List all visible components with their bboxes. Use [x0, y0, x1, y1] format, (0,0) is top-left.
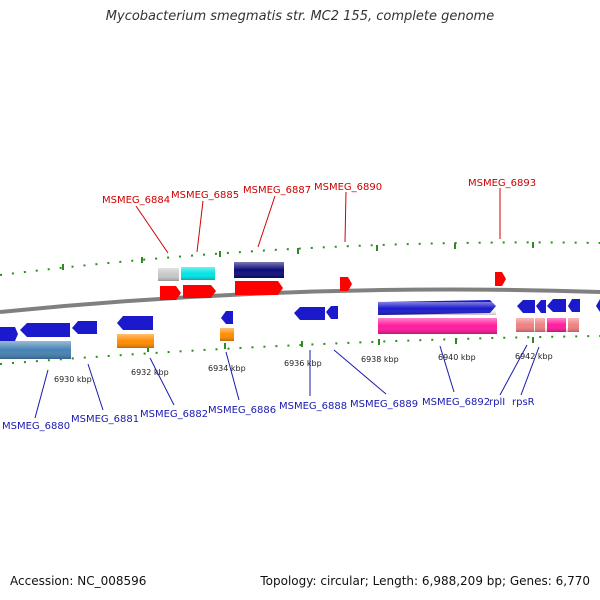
forward-gene-labels: [135, 188, 501, 254]
gene-label-msmeg-6886[interactable]: MSMEG_6886: [208, 405, 276, 416]
gene-label-msmeg-6888[interactable]: MSMEG_6888: [279, 401, 347, 412]
gene-label-msmeg-6890[interactable]: MSMEG_6890: [314, 182, 382, 193]
map-title: Mycobacterium smegmatis str. MC2 155, co…: [105, 9, 495, 24]
gene-label-msmeg-6884[interactable]: MSMEG_6884: [102, 195, 170, 206]
gene-feature: [596, 299, 600, 312]
gene-label-msmeg-6882[interactable]: MSMEG_6882: [140, 409, 208, 420]
topology-length-genes-text: Topology: circular; Length: 6,988,209 bp…: [260, 574, 590, 588]
reverse-gene-labels: [34, 344, 540, 419]
tick-label-6938: 6938 kbp: [361, 355, 399, 364]
gene-label-msmeg-6880[interactable]: MSMEG_6880: [2, 421, 70, 432]
tick-label-6940: 6940 kbp: [438, 353, 476, 362]
gene-feature: [117, 316, 153, 330]
upper-major-ticks: [62, 242, 534, 270]
tick-label-6934: 6934 kbp: [208, 364, 246, 373]
gene-label-msmeg-6889[interactable]: MSMEG_6889: [350, 399, 418, 410]
gene-feature: [517, 300, 535, 313]
gene-feature: [326, 306, 338, 319]
gene-feature: [20, 323, 70, 337]
tick-label-6930: 6930 kbp: [54, 375, 92, 384]
gene-feature: [160, 286, 181, 300]
tick-labels: 6930 kbp 6932 kbp 6934 kbp 6936 kbp 6938…: [54, 352, 553, 384]
gene-label-msmeg-6887[interactable]: MSMEG_6887: [243, 185, 311, 196]
gene-label-msmeg-6885[interactable]: MSMEG_6885: [171, 190, 239, 201]
gene-feature: [547, 299, 566, 312]
gene-label-msmeg-6893[interactable]: MSMEG_6893: [468, 178, 536, 189]
gene-label-msmeg-6892[interactable]: MSMEG_6892: [422, 397, 490, 408]
gene-label-rpli[interactable]: rplI: [489, 397, 505, 408]
lower-tick-ring: [0, 335, 600, 365]
reverse-strand-features: [0, 299, 600, 359]
gene-feature: [536, 300, 546, 313]
gene-label-msmeg-6881[interactable]: MSMEG_6881: [71, 414, 139, 425]
tick-label-6932: 6932 kbp: [131, 368, 169, 377]
feature-shading: [0, 262, 579, 359]
gene-feature: [568, 299, 580, 312]
gene-feature: [340, 277, 352, 291]
gene-label-rpsr[interactable]: rpsR: [512, 397, 535, 408]
gene-feature: [294, 307, 325, 320]
gene-feature: [495, 272, 506, 286]
genome-backbone: [0, 287, 600, 314]
gene-feature: [183, 285, 216, 298]
accession-text: Accession: NC_008596: [10, 574, 147, 588]
gene-feature: [221, 311, 233, 324]
gene-feature: [72, 321, 97, 334]
tick-label-6942: 6942 kbp: [515, 352, 553, 361]
tick-label-6936: 6936 kbp: [284, 359, 322, 368]
upper-tick-ring: [0, 241, 600, 276]
gene-feature: [0, 327, 18, 341]
gene-feature: [235, 281, 283, 295]
